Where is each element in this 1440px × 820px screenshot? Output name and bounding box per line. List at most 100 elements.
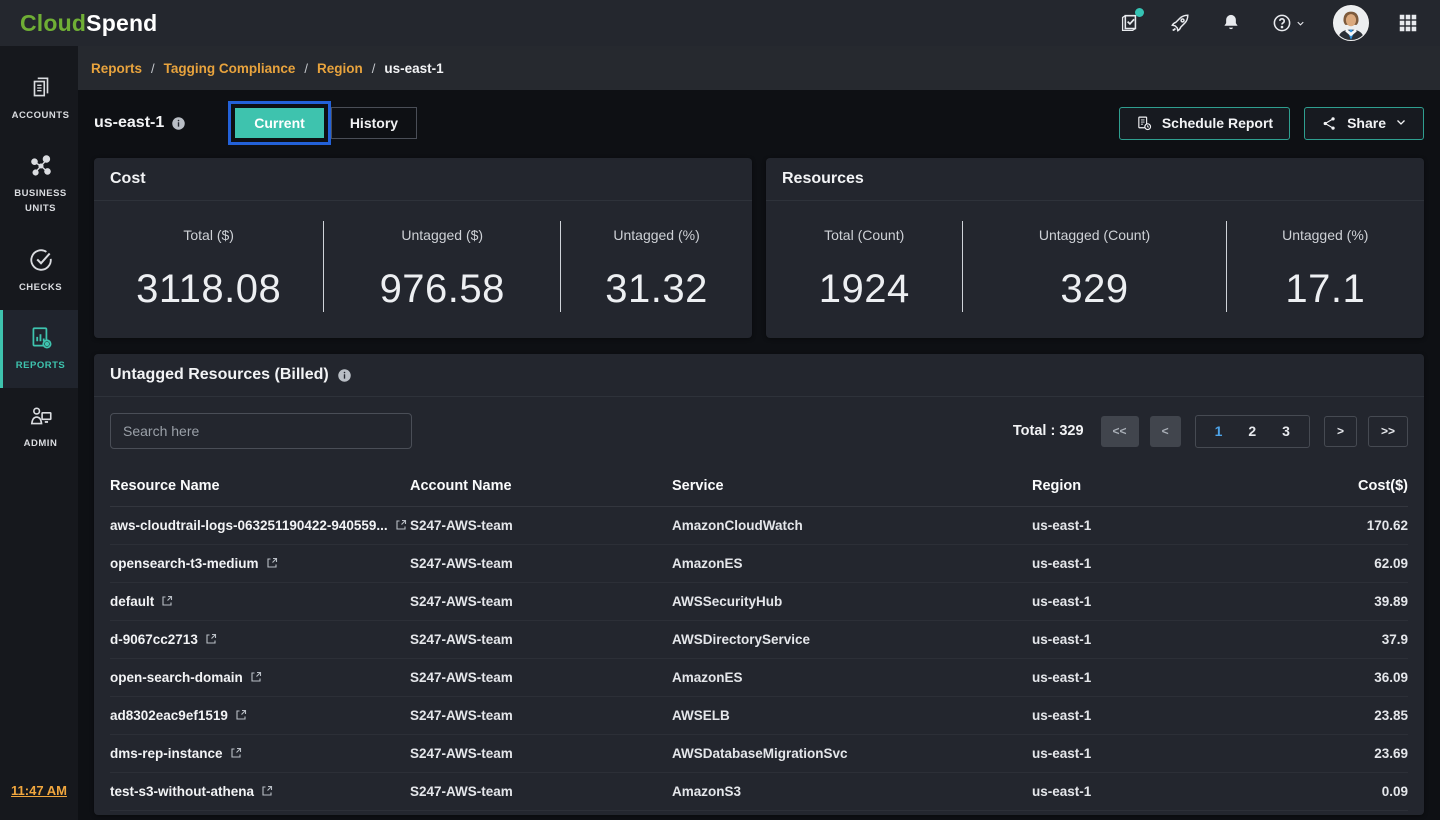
cost: 62.09 — [1282, 544, 1408, 583]
sidebar-label: ADMIN — [23, 437, 58, 449]
breadcrumb-separator: / — [151, 60, 155, 76]
breadcrumb-tagging-compliance[interactable]: Tagging Compliance — [163, 60, 296, 76]
sidebar-label: REPORTS — [15, 359, 66, 371]
focus-ring: Current — [228, 101, 331, 145]
next-page-button[interactable]: > — [1323, 415, 1357, 447]
table-row: aws-cloudtrail-logs-063251190422-940559.… — [110, 506, 1408, 545]
external-link-icon[interactable] — [261, 785, 273, 797]
resource-name[interactable]: d-9067cc2713 — [110, 632, 198, 647]
prev-page-button[interactable]: < — [1149, 415, 1181, 447]
cost: 0.09 — [1282, 772, 1408, 811]
resource-name[interactable]: default — [110, 594, 155, 609]
resource-name[interactable]: test-s3-without-athena — [110, 784, 255, 799]
app-logo[interactable]: CloudSpend — [20, 10, 157, 37]
tab-history[interactable]: History — [330, 107, 418, 139]
region: us-east-1 — [1032, 734, 1282, 773]
help-icon — [1273, 14, 1290, 32]
account-name: S247-AWS-team — [410, 734, 672, 773]
help-menu[interactable] — [1270, 11, 1306, 35]
rocket-icon[interactable] — [1168, 11, 1192, 35]
table-row: default S247-AWS-team AWSSecurityHub us-… — [110, 582, 1408, 621]
col-resource-name: Resource Name — [110, 465, 410, 507]
main-content: us-east-1 Current History Schedule Repor… — [78, 90, 1440, 815]
breadcrumb-current: us-east-1 — [384, 60, 444, 76]
cost: 39.89 — [1282, 582, 1408, 621]
untagged-resources-title: Untagged Resources (Billed) — [110, 366, 329, 383]
schedule-report-label: Schedule Report — [1161, 115, 1274, 131]
sidebar-label: BUSINESS UNITS — [14, 188, 67, 215]
sidebar-item-checks[interactable]: CHECKS — [0, 232, 78, 310]
accounts-icon — [33, 77, 48, 97]
account-name: S247-AWS-team — [410, 658, 672, 697]
logo-part-spend: Spend — [86, 9, 158, 36]
sidebar-item-reports[interactable]: REPORTS — [0, 309, 78, 388]
account-name: S247-AWS-team — [410, 620, 672, 659]
external-link-icon[interactable] — [205, 633, 217, 645]
resource-name[interactable]: ad8302eac9ef1519 — [110, 708, 228, 723]
service: AWSDirectoryService — [672, 620, 1032, 659]
external-link-icon[interactable] — [230, 747, 242, 759]
info-icon[interactable] — [171, 116, 186, 131]
account-name: S247-AWS-team — [410, 772, 672, 811]
share-label: Share — [1347, 115, 1386, 131]
resource-name[interactable]: aws-cloudtrail-logs-063251190422-940559.… — [110, 518, 388, 533]
breadcrumb-reports[interactable]: Reports — [91, 60, 143, 76]
view-toggle: Current History — [228, 101, 418, 145]
stat-resources-untagged: Untagged (Count) 329 — [963, 221, 1227, 312]
last-page-button[interactable]: >> — [1367, 415, 1408, 447]
cost: 36.09 — [1282, 658, 1408, 697]
external-link-icon[interactable] — [161, 595, 173, 607]
table-header-row: Resource Name Account Name Service Regio… — [110, 465, 1408, 507]
stat-resources-total: Total (Count) 1924 — [766, 221, 964, 312]
page-1[interactable]: 1 — [1214, 423, 1223, 439]
stat-resources-untagged-pct: Untagged (%) 17.1 — [1282, 227, 1369, 311]
table-row: ad8302eac9ef1519 S247-AWS-team AWSELB us… — [110, 696, 1408, 735]
service: AWSELB — [672, 696, 1032, 735]
cost-card-title: Cost — [94, 158, 752, 201]
region: us-east-1 — [1032, 696, 1282, 735]
last-refresh-time[interactable]: 11:47 AM — [11, 783, 67, 798]
region: us-east-1 — [1032, 582, 1282, 621]
account-name: S247-AWS-team — [410, 696, 672, 735]
table-row: d-9067cc2713 S247-AWS-team AWSDirectoryS… — [110, 620, 1408, 659]
user-avatar[interactable] — [1333, 5, 1369, 41]
external-link-icon[interactable] — [395, 519, 407, 531]
schedule-report-button[interactable]: Schedule Report — [1118, 106, 1291, 140]
resource-name[interactable]: opensearch-t3-medium — [110, 556, 259, 571]
table-row: open-search-domain S247-AWS-team AmazonE… — [110, 658, 1408, 697]
region: us-east-1 — [1032, 620, 1282, 659]
tab-current[interactable]: Current — [235, 108, 324, 138]
page-2[interactable]: 2 — [1248, 423, 1257, 439]
first-page-button[interactable]: << — [1100, 415, 1139, 447]
total-count: Total : 329 — [1012, 423, 1084, 439]
resource-name[interactable]: open-search-domain — [110, 670, 243, 685]
share-button[interactable]: Share — [1304, 106, 1424, 140]
chevron-down-icon — [1296, 21, 1304, 26]
search-input[interactable] — [110, 413, 412, 449]
sidebar-item-accounts[interactable]: ACCOUNTS — [0, 60, 78, 138]
admin-icon — [30, 407, 52, 425]
stat-cost-total: Total ($) 3118.08 — [94, 221, 325, 312]
apps-grid-icon[interactable] — [1396, 11, 1420, 35]
resource-name[interactable]: dms-rep-instance — [110, 746, 223, 761]
page-3[interactable]: 3 — [1282, 423, 1290, 439]
untagged-resources-card: Untagged Resources (Billed) Total : 329 … — [94, 354, 1424, 815]
external-link-icon[interactable] — [235, 709, 247, 721]
sidebar-item-business-units[interactable]: BUSINESS UNITS — [0, 138, 78, 231]
sidebar-item-admin[interactable]: ADMIN — [0, 388, 78, 466]
service: AmazonES — [672, 544, 1032, 583]
external-link-icon[interactable] — [250, 671, 262, 683]
breadcrumb-region[interactable]: Region — [317, 60, 363, 76]
service: AmazonS3 — [672, 772, 1032, 811]
region: us-east-1 — [1032, 506, 1282, 545]
account-name: S247-AWS-team — [410, 506, 672, 545]
external-link-icon[interactable] — [266, 557, 278, 569]
bell-icon[interactable] — [1219, 11, 1243, 35]
feedback-checklist-icon[interactable] — [1117, 8, 1144, 35]
breadcrumb-separator: / — [371, 60, 376, 76]
info-icon[interactable] — [337, 368, 352, 383]
resources-card-title: Resources — [766, 158, 1424, 201]
service: AWSDatabaseMigrationSvc — [672, 734, 1032, 773]
service: AWSSecurityHub — [672, 582, 1032, 621]
table-row: dms-rep-instance S247-AWS-team AWSDataba… — [110, 734, 1408, 773]
